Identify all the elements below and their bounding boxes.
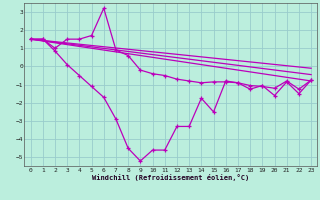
- X-axis label: Windchill (Refroidissement éolien,°C): Windchill (Refroidissement éolien,°C): [92, 174, 250, 181]
